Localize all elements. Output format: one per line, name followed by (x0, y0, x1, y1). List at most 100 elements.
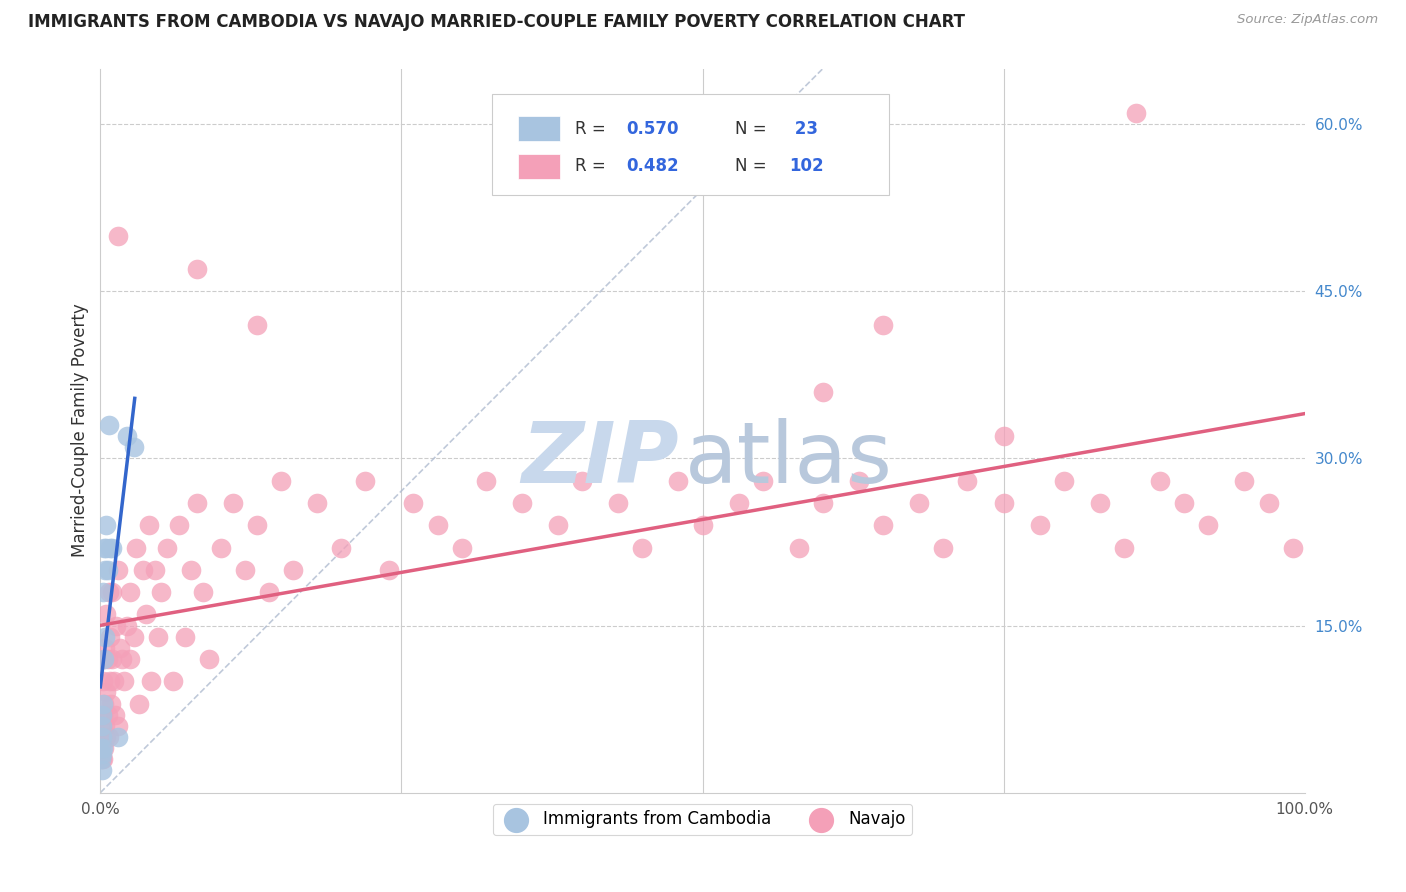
Point (97, 585, 120, 599)
Point (149, 585, 172, 599)
Bar (519, 153, 561, 179)
Point (307, 496, 329, 510)
Text: R =: R = (575, 157, 610, 176)
Point (474, 474, 496, 488)
Point (143, 563, 166, 577)
Legend: Immigrants from Cambodia, Navajo: Immigrants from Cambodia, Navajo (494, 804, 912, 835)
Point (197, 652, 219, 666)
Point (173, 630, 195, 644)
Text: R =: R = (575, 120, 610, 137)
Point (1088, 496, 1111, 510)
Text: 23: 23 (789, 120, 818, 137)
Point (107, 228, 129, 243)
Text: N =: N = (735, 157, 772, 176)
Point (222, 496, 245, 510)
Point (270, 474, 292, 488)
Point (97, 707, 120, 722)
Point (571, 474, 593, 488)
Point (101, 541, 124, 555)
Point (233, 563, 256, 577)
Point (120, 652, 142, 666)
Point (96, 518, 118, 533)
Point (668, 474, 690, 488)
Point (91, 697, 114, 711)
Point (115, 429, 138, 443)
Point (1112, 541, 1135, 555)
Point (93, 652, 115, 666)
Point (139, 674, 162, 689)
Point (155, 541, 177, 555)
Point (97, 563, 120, 577)
Point (93, 652, 115, 666)
Point (111, 652, 134, 666)
Point (1053, 474, 1076, 488)
Point (98, 674, 121, 689)
Point (138, 518, 160, 533)
Point (167, 518, 190, 533)
Point (108, 640, 131, 655)
Point (257, 585, 280, 599)
Text: 0.482: 0.482 (627, 157, 679, 176)
Point (510, 496, 533, 510)
Point (281, 563, 304, 577)
Point (91, 730, 114, 744)
Point (246, 518, 269, 533)
Point (97, 652, 120, 666)
Point (107, 730, 129, 744)
Point (186, 496, 208, 510)
Point (450, 541, 472, 555)
Point (1257, 496, 1279, 510)
Point (93, 563, 115, 577)
Point (104, 707, 127, 722)
Point (90, 752, 112, 766)
Point (114, 674, 136, 689)
Point (727, 496, 749, 510)
Point (93, 697, 115, 711)
Point (191, 585, 214, 599)
Point (908, 496, 931, 510)
Point (1173, 496, 1195, 510)
Point (402, 496, 425, 510)
Point (1149, 474, 1171, 488)
Point (751, 474, 773, 488)
Point (209, 541, 232, 555)
Point (692, 518, 714, 533)
Point (631, 541, 654, 555)
Point (91, 674, 114, 689)
Point (811, 496, 834, 510)
Point (932, 541, 955, 555)
Point (101, 652, 124, 666)
Point (426, 518, 449, 533)
Point (378, 563, 401, 577)
Point (1028, 518, 1050, 533)
Text: Source: ZipAtlas.com: Source: ZipAtlas.com (1237, 13, 1378, 27)
Point (1197, 518, 1219, 533)
Point (90, 752, 112, 766)
Point (107, 563, 129, 577)
Point (93, 741, 115, 756)
Point (1125, 106, 1147, 120)
FancyBboxPatch shape (492, 94, 889, 195)
Point (128, 697, 150, 711)
Y-axis label: Married-Couple Family Poverty: Married-Couple Family Poverty (72, 303, 89, 558)
Point (1233, 474, 1256, 488)
Text: atlas: atlas (685, 418, 893, 501)
Point (98, 541, 121, 555)
Point (131, 563, 153, 577)
Point (162, 674, 184, 689)
Point (115, 618, 138, 632)
Point (98, 630, 121, 644)
Point (91, 747, 114, 761)
Point (330, 541, 353, 555)
Point (90, 741, 112, 756)
Point (872, 318, 894, 332)
Point (103, 674, 125, 689)
Point (101, 585, 124, 599)
Point (122, 630, 145, 644)
Point (956, 474, 979, 488)
Point (993, 429, 1015, 443)
Point (872, 518, 894, 533)
Point (91, 741, 114, 756)
Point (122, 440, 145, 454)
Point (91, 752, 114, 766)
